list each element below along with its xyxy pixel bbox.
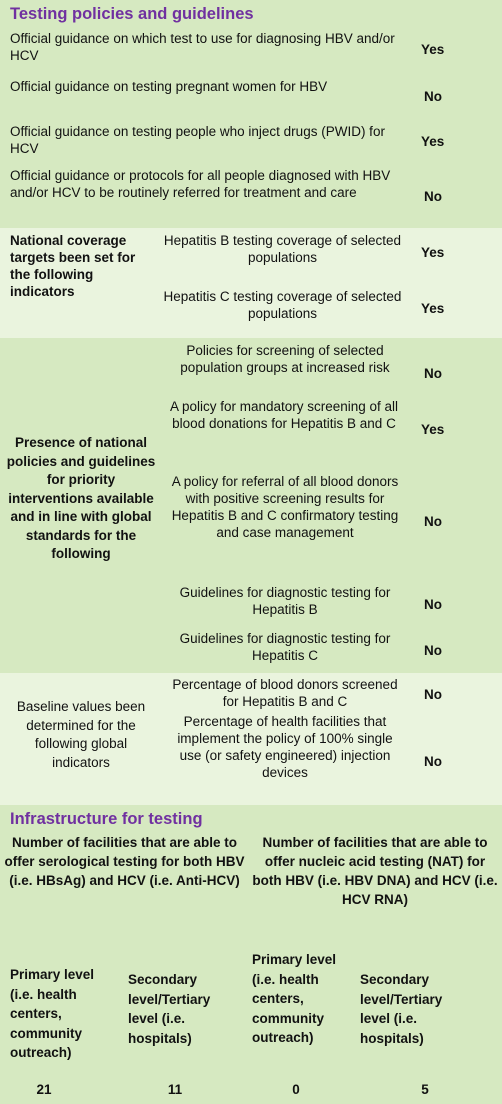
testing-row-answer: Yes: [421, 134, 445, 149]
testing-row-text: Official guidance on testing people who …: [10, 124, 385, 156]
coverage-targets-section: National coverage targets been set for t…: [0, 228, 502, 338]
testing-row-answer: No: [424, 89, 442, 104]
policy-item-answer: No: [424, 514, 442, 529]
serology-header: Number of facilities that are able to of…: [4, 835, 245, 888]
testing-row-text: Official guidance on which test to use f…: [10, 31, 395, 63]
baseline-item-answer: No: [424, 687, 442, 702]
policy-item-text: Guidelines for diagnostic testing for He…: [179, 631, 391, 663]
testing-row-answer: No: [424, 189, 442, 204]
policy-item-text: A policy for referral of all blood donor…: [171, 474, 399, 540]
level-value: 11: [167, 1082, 183, 1097]
baseline-item-text: Percentage of health facilities that imp…: [177, 714, 393, 780]
testing-policies-section: Testing policies and guidelines Official…: [0, 0, 502, 228]
policy-item-answer: No: [424, 597, 442, 612]
testing-row-answer: Yes: [421, 42, 445, 57]
policy-item-answer: No: [424, 643, 442, 658]
level-label: Primary level (i.e. health centers, comm…: [10, 967, 95, 1060]
baseline-values-section: Baseline values been determined for the …: [0, 673, 502, 805]
level-label: Primary level (i.e. health centers, comm…: [252, 952, 337, 1045]
level-label: Secondary level/Tertiary level (i.e. hos…: [128, 972, 211, 1046]
policy-item-text: A policy for mandatory screening of all …: [169, 399, 399, 431]
coverage-item-text: Hepatitis C testing coverage of selected…: [163, 289, 402, 321]
baseline-item-answer: No: [424, 754, 442, 769]
level-value: 21: [36, 1082, 52, 1097]
coverage-item-text: Hepatitis B testing coverage of selected…: [163, 233, 402, 265]
level-value: 0: [292, 1082, 300, 1097]
policy-item-text: Policies for screening of selected popul…: [180, 343, 390, 375]
priority-interventions-section: Presence of national policies and guidel…: [0, 338, 502, 673]
policies-label: Presence of national policies and guidel…: [6, 435, 156, 561]
level-value: 5: [421, 1082, 429, 1097]
policy-item-answer: No: [424, 366, 442, 381]
infrastructure-section: Infrastructure for testing Number of fac…: [0, 805, 502, 1104]
baseline-item-text: Percentage of blood donors screened for …: [172, 677, 398, 709]
coverage-label: National coverage targets been set for t…: [10, 233, 136, 299]
testing-row-text: Official guidance on testing pregnant wo…: [10, 79, 328, 94]
nat-header: Number of facilities that are able to of…: [252, 835, 498, 907]
coverage-item-answer: Yes: [421, 245, 445, 260]
coverage-item-answer: Yes: [421, 301, 445, 316]
policy-item-text: Guidelines for diagnostic testing for He…: [179, 585, 391, 617]
testing-row-text: Official guidance or protocols for all p…: [10, 168, 391, 200]
policy-item-answer: Yes: [421, 422, 445, 437]
section-title-infrastructure: Infrastructure for testing: [10, 810, 203, 828]
baseline-label: Baseline values been determined for the …: [16, 699, 146, 770]
section-title-testing: Testing policies and guidelines: [10, 5, 254, 23]
level-label: Secondary level/Tertiary level (i.e. hos…: [360, 972, 443, 1046]
